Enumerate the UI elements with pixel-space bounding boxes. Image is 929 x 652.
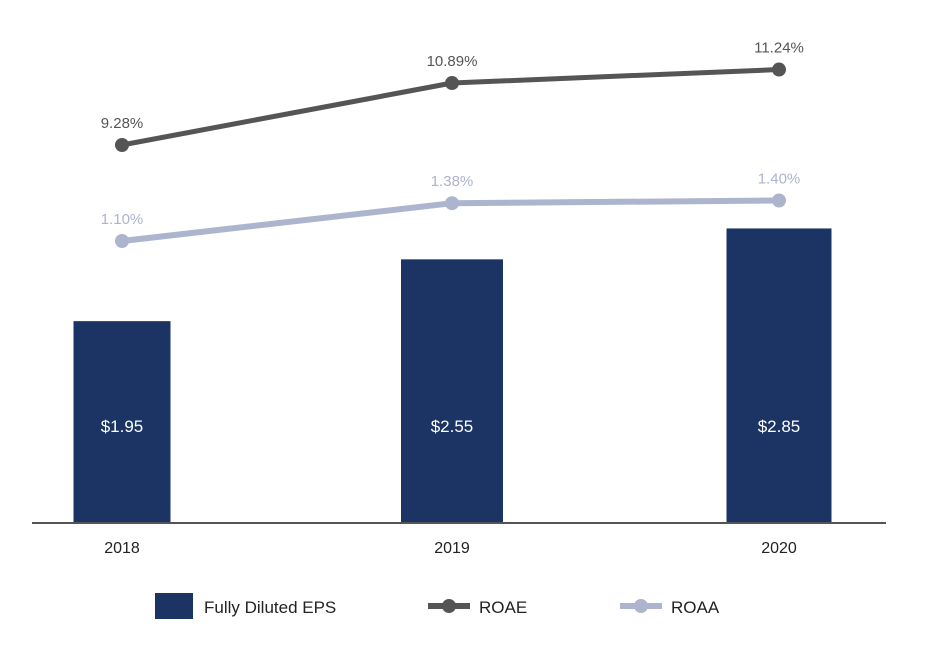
eps-bar-2019 bbox=[401, 259, 503, 522]
x-tick-label-2018: 2018 bbox=[104, 540, 140, 557]
roaa-point-2020 bbox=[772, 193, 786, 208]
roae-point-2019 bbox=[445, 76, 459, 91]
legend-label-roae: ROAE bbox=[479, 598, 527, 617]
roae-point-2018 bbox=[115, 138, 129, 152]
x-tick-label-2020: 2020 bbox=[761, 540, 797, 557]
roaa-label-2020: 1.40% bbox=[758, 171, 801, 188]
eps-bar-label-2018: $1.95 bbox=[101, 417, 144, 436]
legend-marker-roaa bbox=[634, 599, 648, 613]
roae-point-2020 bbox=[772, 62, 786, 77]
roaa-label-2018: 1.10% bbox=[101, 211, 144, 228]
eps-bar-label-2019: $2.55 bbox=[431, 417, 474, 436]
legend-marker-roae bbox=[442, 599, 456, 613]
roae-label-2019: 10.89% bbox=[427, 53, 478, 70]
eps-bar-2020 bbox=[726, 228, 832, 522]
legend: Fully Diluted EPS ROAE ROAA bbox=[155, 593, 720, 619]
roaa-point-2018 bbox=[115, 234, 129, 248]
legend-label-eps: Fully Diluted EPS bbox=[204, 598, 336, 617]
eps-bar-2018 bbox=[73, 321, 171, 522]
eps-bar-label-2020: $2.85 bbox=[758, 417, 801, 436]
roaa-point-2019 bbox=[445, 196, 459, 211]
legend-label-roaa: ROAA bbox=[671, 598, 720, 617]
roae-label-2018: 9.28% bbox=[101, 115, 144, 132]
legend-swatch-eps bbox=[155, 593, 193, 619]
x-tick-label-2019: 2019 bbox=[434, 540, 470, 557]
roae-label-2020: 11.24% bbox=[754, 40, 804, 57]
roaa-label-2019: 1.38% bbox=[431, 173, 474, 190]
